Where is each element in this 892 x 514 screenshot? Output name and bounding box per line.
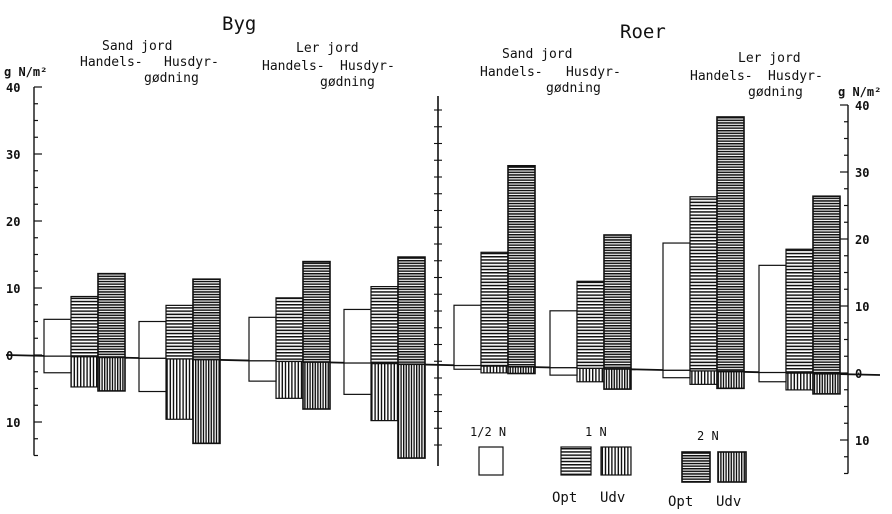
group-fertilizer-byg-sand-handels: Handels- xyxy=(80,55,143,70)
bar-two-n-udv xyxy=(192,358,221,445)
bar-one-n-udv xyxy=(480,365,509,374)
bar-two-n-opt xyxy=(97,272,126,359)
group-fertilizer-roer-sand-husdyr: Husdyr-gødning xyxy=(546,65,621,96)
right-tick-label: 20 xyxy=(855,233,869,247)
bar-two-n-opt xyxy=(507,164,536,368)
bar-half-n xyxy=(758,264,787,374)
bar-two-n-udv xyxy=(302,361,331,410)
group-fertilizer-roer-sand-handels: Handels- xyxy=(480,65,543,80)
bar-one-n-opt xyxy=(370,286,399,365)
legend-one-n-opt-label: Opt xyxy=(552,490,577,506)
bar-two-n-udv xyxy=(507,365,536,375)
bar-half-n xyxy=(453,304,482,367)
left-tick-label: 0 xyxy=(6,349,13,363)
panel-title-roer: Roer xyxy=(620,21,666,43)
legend-one-n-udv-swatch xyxy=(600,446,632,476)
legend-two-n-opt-swatch xyxy=(681,451,711,483)
bar-one-n-opt xyxy=(785,248,814,374)
bar-half-n-below xyxy=(549,367,578,376)
right-tick-label: 40 xyxy=(855,99,869,113)
legend-half-n-swatch xyxy=(478,446,504,476)
bar-two-n-opt xyxy=(192,278,221,361)
bar-one-n-udv xyxy=(785,372,814,391)
panel-title-byg: Byg xyxy=(222,13,256,35)
bar-one-n-udv xyxy=(576,367,605,383)
bars xyxy=(43,116,841,459)
left-tick-label: 30 xyxy=(6,148,20,162)
bar-half-n xyxy=(662,242,691,371)
group-fertilizer-byg-sand-husdyr: Husdyr-gødning xyxy=(144,55,219,86)
bar-one-n-opt xyxy=(689,196,718,372)
bar-half-n-below xyxy=(43,355,72,374)
bar-one-n-opt xyxy=(576,280,605,369)
group-fertilizer-byg-ler-husdyr: Husdyr-gødning xyxy=(320,59,395,90)
bar-two-n-udv xyxy=(397,363,426,459)
left-tick-label: 10 xyxy=(6,282,20,296)
legend-two-n-opt-label: Opt xyxy=(668,494,693,510)
bar-two-n-udv xyxy=(603,368,632,390)
bar-half-n xyxy=(248,316,277,362)
right-axis-unit: g N/m² xyxy=(838,85,881,99)
bar-two-n-opt xyxy=(716,116,745,373)
bar-one-n-udv xyxy=(70,356,99,388)
bar-two-n-udv xyxy=(97,356,126,392)
bar-one-n-opt xyxy=(165,304,194,360)
right-tick-label: 30 xyxy=(855,166,869,180)
zero-baseline xyxy=(5,354,881,376)
bar-one-n-udv xyxy=(689,370,718,385)
bar-half-n-below xyxy=(758,371,787,383)
bar-one-n-opt xyxy=(70,295,99,358)
left-tick-label: 10 xyxy=(6,416,20,430)
bar-one-n-opt xyxy=(275,297,304,363)
bar-half-n xyxy=(43,318,72,357)
bar-one-n-udv xyxy=(275,360,304,399)
bar-two-n-udv xyxy=(716,370,745,390)
legend-two-n-udv-swatch xyxy=(717,451,747,483)
bar-half-n-below xyxy=(453,364,482,370)
bar-half-n xyxy=(549,310,578,369)
bar-half-n xyxy=(343,308,372,364)
group-soil-roer-ler: Ler jord xyxy=(738,51,801,66)
bar-half-n xyxy=(138,320,167,359)
legend-half-n-label: 1/2 N xyxy=(470,425,506,439)
bar-half-n-below xyxy=(248,360,277,382)
bar-one-n-udv xyxy=(165,358,194,420)
group-fertilizer-roer-ler-husdyr: Husdyr-gødning xyxy=(748,69,823,100)
group-fertilizer-byg-ler-handels: Handels- xyxy=(262,59,325,74)
legend-one-n-opt-swatch xyxy=(560,446,592,476)
legend-two-n-label: 2 N xyxy=(697,429,719,443)
left-axis-unit: g N/m² xyxy=(4,65,47,79)
right-tick-label: 10 xyxy=(855,300,869,314)
group-soil-roer-sand: Sand jord xyxy=(502,47,572,62)
bar-one-n-udv xyxy=(370,363,399,422)
legend-one-n-udv-label: Udv xyxy=(600,490,625,506)
bar-half-n-below xyxy=(138,357,167,393)
bar-two-n-opt xyxy=(812,195,841,375)
bar-two-n-opt xyxy=(603,234,632,370)
bar-two-n-opt xyxy=(397,256,426,366)
group-soil-byg-ler: Ler jord xyxy=(296,41,359,56)
left-tick-label: 40 xyxy=(6,81,20,95)
legend: 1/2 N 1 N Opt Udv 2 N Opt Udv xyxy=(470,425,747,510)
legend-one-n-label: 1 N xyxy=(585,425,607,439)
bar-half-n-below xyxy=(343,362,372,395)
bar-half-n-below xyxy=(662,369,691,379)
bar-one-n-opt xyxy=(480,251,509,367)
group-fertilizer-roer-ler-handels: Handels- xyxy=(690,69,753,84)
bar-two-n-opt xyxy=(302,260,331,363)
axes: 4030201001040302010010 xyxy=(5,81,881,475)
left-tick-label: 20 xyxy=(6,215,20,229)
bar-two-n-udv xyxy=(812,372,841,395)
legend-two-n-udv-label: Udv xyxy=(716,494,741,510)
right-tick-label: 10 xyxy=(855,434,869,448)
group-soil-byg-sand: Sand jord xyxy=(102,39,172,54)
